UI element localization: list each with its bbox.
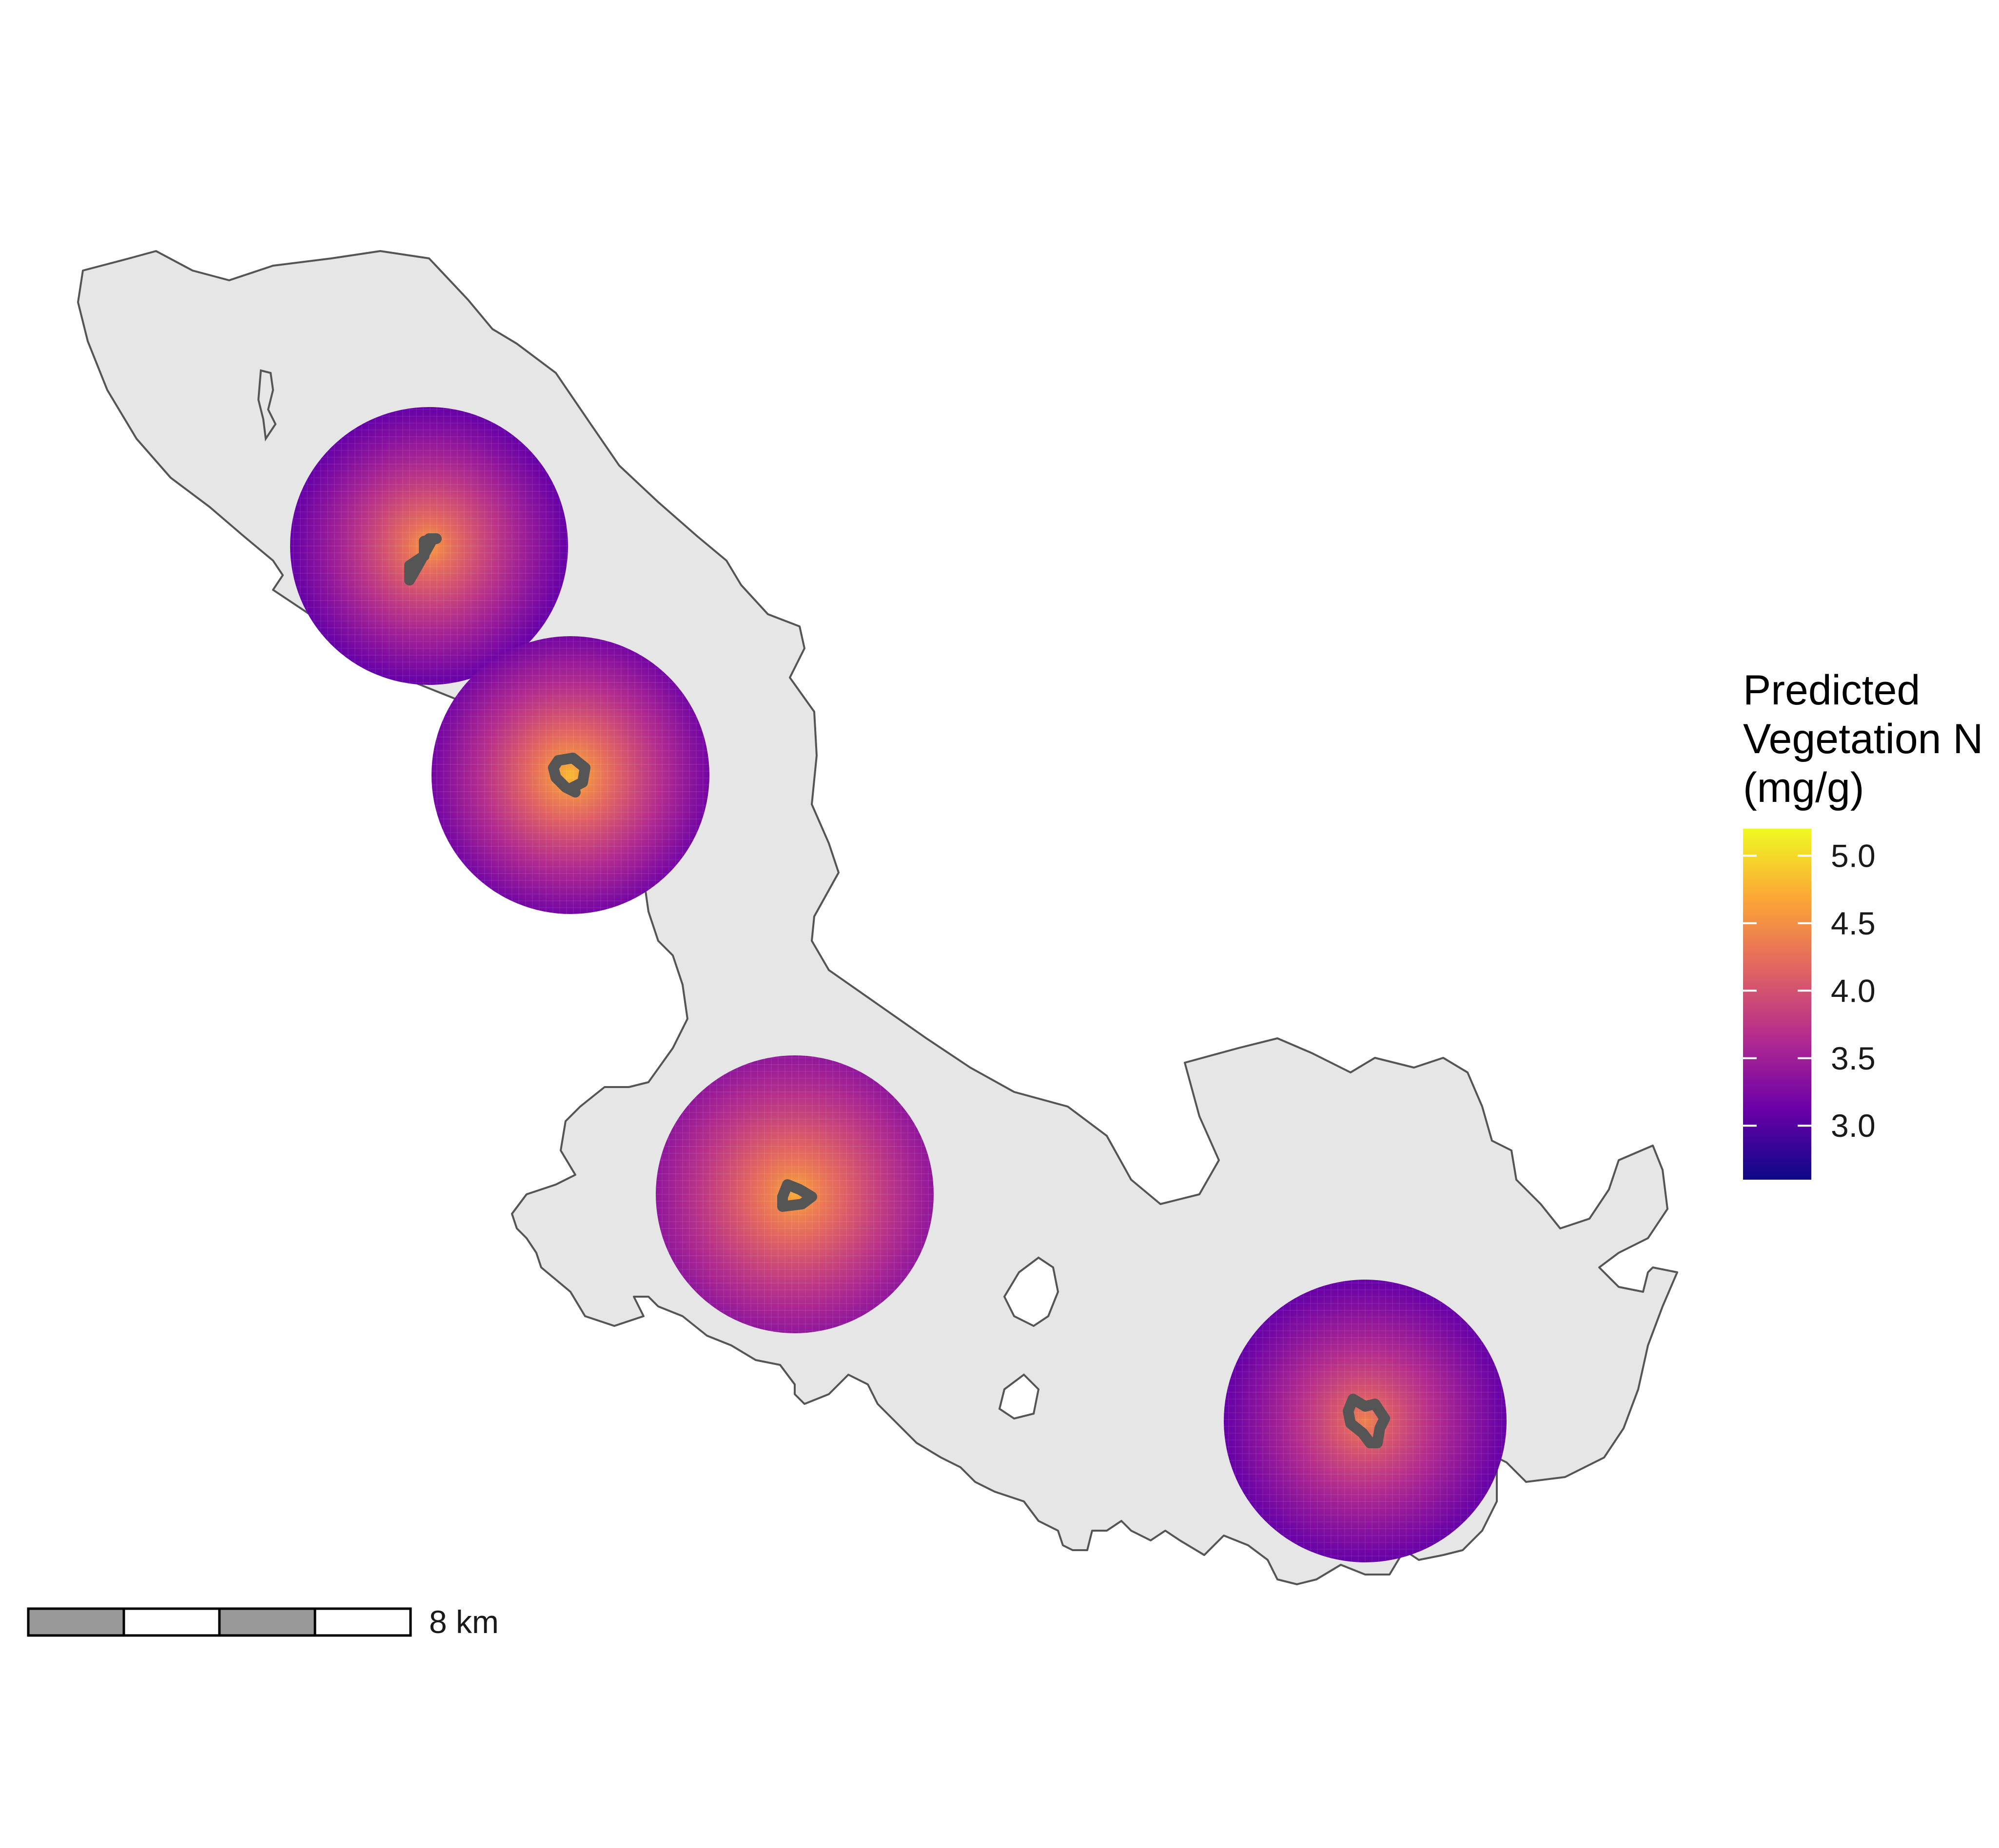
raster-site-3 [656,1055,934,1333]
legend-title-line-3: (mg/g) [1743,764,1864,811]
scale-bar-segments [27,1607,412,1637]
legend-tick-label-0: 5.0 [1831,837,1876,874]
site-outlines [404,533,1390,1448]
lake-2 [998,1373,1040,1420]
islet-1 [257,369,277,442]
scale-bar-segment-0 [27,1607,125,1637]
site-outline-3 [777,1179,817,1212]
legend: Predicted Vegetation N (mg/g) 5.0 4.5 4.0 3… [1743,667,1983,1180]
legend-tick-label-4: 3.0 [1831,1108,1876,1144]
site-outline-4 [1343,1394,1390,1448]
raster-site-2 [431,636,709,914]
legend-ticks: 5.0 4.5 4.0 3.5 3.0 [1743,837,1876,1144]
scale-bar-segment-1 [122,1607,221,1637]
site-outline-1 [404,533,442,585]
scale-bar: 8 km [27,1604,499,1640]
legend-title-line-2: Vegetation N [1743,716,1983,762]
raster-grid-site-3 [656,1055,934,1333]
site-outline-2 [548,753,590,798]
scale-bar-segment-2 [218,1607,316,1637]
legend-colorbar [1743,829,1811,1180]
lake-1 [1003,1256,1059,1327]
scale-bar-segment-3 [314,1607,412,1637]
legend-tick-label-2: 4.0 [1831,973,1876,1009]
legend-title-line-1: Predicted [1743,667,1920,714]
legend-tick-label-1: 4.5 [1831,905,1876,941]
raster-site-4 [1224,1280,1507,1562]
scale-bar-label: 8 km [429,1604,499,1640]
raster-grid-site-2 [431,636,709,914]
raster-grid-site-4 [1224,1280,1507,1562]
legend-tick-label-3: 3.5 [1831,1040,1876,1076]
